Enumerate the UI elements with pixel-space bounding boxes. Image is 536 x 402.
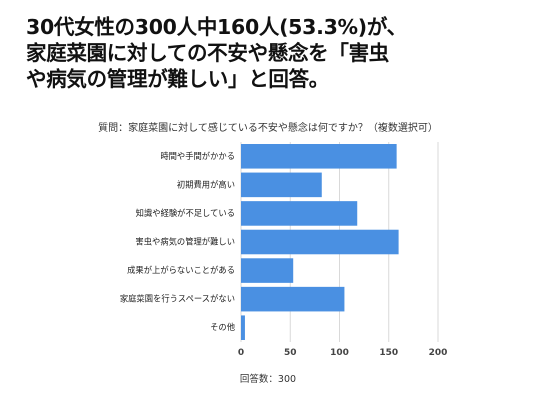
bar-0 (241, 144, 397, 169)
x-tick-label-1: 50 (284, 348, 297, 358)
category-label-5: 家庭菜園を行うスペースがない (120, 294, 235, 304)
bar-2 (241, 201, 358, 226)
bar-5 (241, 286, 345, 312)
x-tick-label-4: 200 (429, 348, 448, 358)
chart-title: 質問：家庭菜園に対して感じている不安や懸念は何ですか？（複数選択可） (98, 123, 438, 134)
x-tick-label-2: 100 (330, 348, 349, 358)
x-tick-label-3: 150 (379, 348, 398, 358)
category-label-0: 時間や手間がかかる (160, 151, 235, 161)
category-label-4: 成果が上がらないことがある (127, 265, 235, 275)
bar-4 (241, 258, 294, 283)
category-label-2: 知識や経験が不足している (136, 208, 235, 218)
headline-line-1: 30代女性の300人中160人(53.3%)が、 (26, 15, 407, 39)
category-label-6: その他 (210, 322, 235, 332)
response-count: 回答数：300 (239, 374, 297, 385)
category-label-3: 害虫や病気の管理が難しい (135, 237, 235, 247)
headline-line-2: 家庭菜園に対しての不安や懸念を「害虫 (26, 41, 389, 65)
headline: 30代女性の300人中160人(53.3%)が、 家庭菜園に対しての不安や懸念を… (26, 14, 526, 92)
bar-1 (241, 172, 322, 198)
bar-6 (241, 315, 245, 340)
category-label-1: 初期費用が高い (177, 179, 235, 189)
headline-line-3: や病気の管理が難しい」と回答。 (26, 67, 329, 91)
bar-3 (241, 229, 399, 255)
x-tick-label-0: 0 (238, 348, 244, 358)
